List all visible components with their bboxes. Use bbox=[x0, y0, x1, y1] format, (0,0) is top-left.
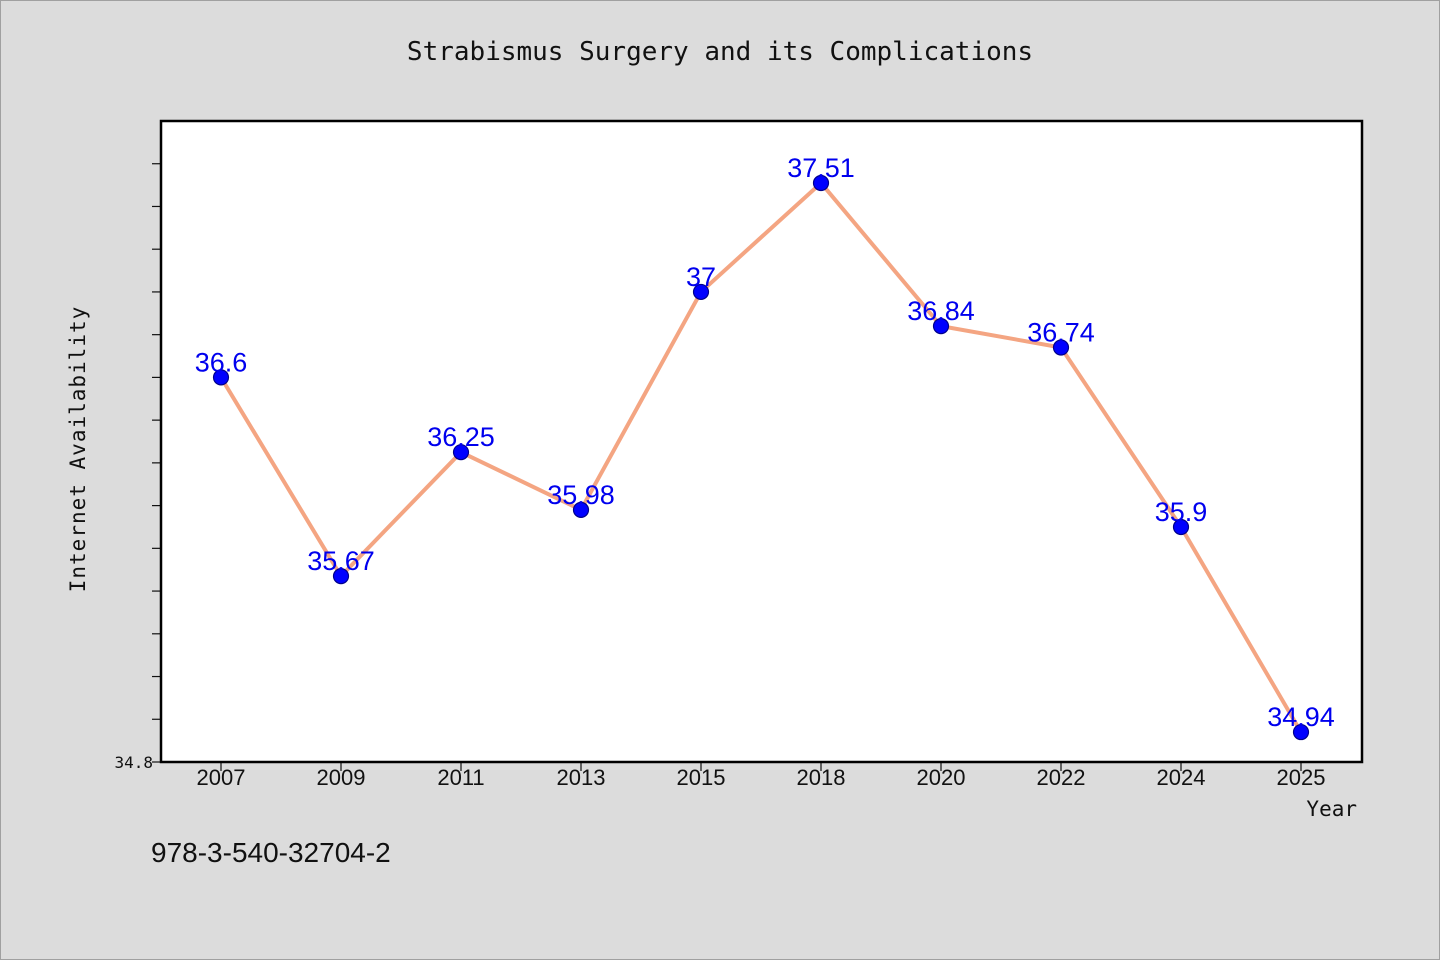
x-tick-label: 2024 bbox=[1157, 765, 1206, 790]
x-tick-label: 2025 bbox=[1277, 765, 1326, 790]
data-point bbox=[1172, 518, 1190, 536]
data-point bbox=[812, 174, 830, 192]
x-tick-label: 2013 bbox=[557, 765, 606, 790]
data-label: 35.9 bbox=[1155, 497, 1208, 527]
data-point bbox=[692, 283, 710, 301]
data-label: 35.98 bbox=[547, 480, 615, 510]
x-tick-label: 2015 bbox=[677, 765, 726, 790]
data-label: 36.84 bbox=[907, 296, 975, 326]
x-tick-label: 2007 bbox=[197, 765, 246, 790]
plot-area bbox=[161, 121, 1362, 762]
x-axis-label: Year bbox=[1306, 797, 1357, 821]
data-label: 37.51 bbox=[787, 153, 855, 183]
data-label: 37 bbox=[686, 262, 716, 292]
x-tick-label: 2022 bbox=[1037, 765, 1086, 790]
data-label: 34.94 bbox=[1267, 702, 1335, 732]
data-point bbox=[1052, 339, 1070, 356]
data-point bbox=[572, 501, 590, 518]
y-tick-label: 34.8 bbox=[114, 753, 153, 772]
data-label: 36.25 bbox=[427, 422, 495, 452]
data-point bbox=[332, 568, 350, 585]
series-line bbox=[219, 180, 1303, 734]
data-point bbox=[932, 318, 950, 335]
x-tick-label: 2020 bbox=[917, 765, 966, 790]
chart-title: Strabismus Surgery and its Complications bbox=[406, 37, 1034, 67]
x-tick-label: 2011 bbox=[437, 765, 484, 790]
data-point bbox=[212, 369, 230, 386]
footer-code: 978-3-540-32704-2 bbox=[151, 837, 391, 868]
data-point bbox=[1292, 723, 1310, 741]
x-tick-label: 2009 bbox=[317, 765, 366, 790]
data-label: 36.74 bbox=[1027, 317, 1095, 347]
plot-frame bbox=[159, 119, 1364, 764]
data-label: 35.67 bbox=[307, 546, 375, 576]
data-point bbox=[452, 444, 470, 461]
data-label: 36.6 bbox=[195, 347, 248, 377]
x-tick-label: 2018 bbox=[797, 765, 846, 790]
